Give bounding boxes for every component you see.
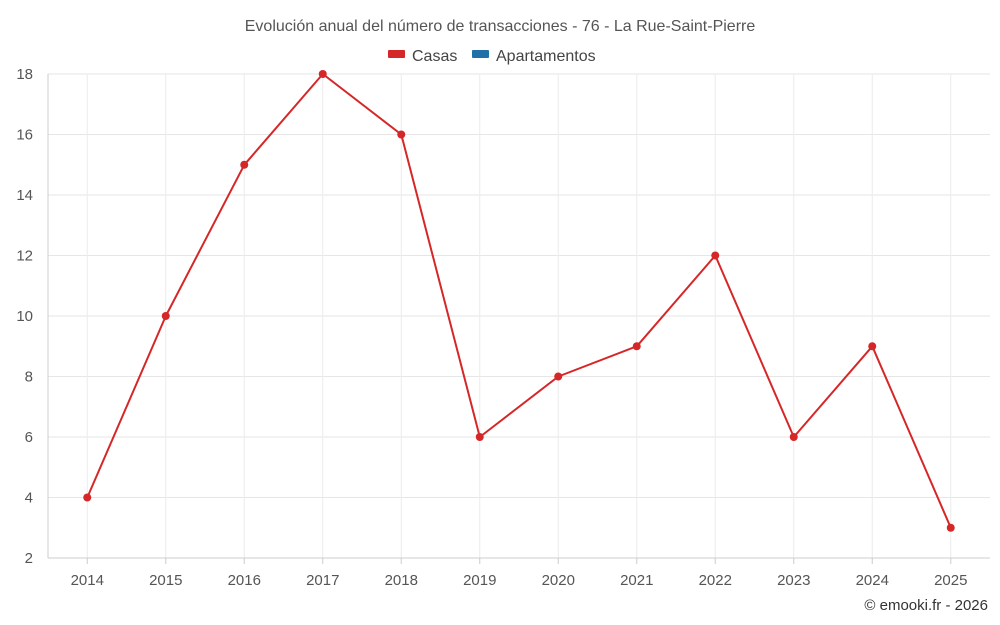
data-point-2018[interactable] xyxy=(397,130,406,139)
x-tick-label: 2016 xyxy=(228,572,261,589)
legend-label-casas: Casas xyxy=(412,48,457,65)
y-tick-label: 10 xyxy=(16,308,33,325)
y-tick-label: 8 xyxy=(25,369,33,386)
x-tick-label: 2019 xyxy=(463,572,496,589)
legend-item-apartamentos[interactable]: Apartamentos xyxy=(472,48,596,65)
y-tick-label: 18 xyxy=(16,66,33,83)
x-tick-label: 2022 xyxy=(699,572,732,589)
x-tick-label: 2021 xyxy=(620,572,653,589)
chart-title: Evolución anual del número de transaccio… xyxy=(245,18,756,35)
legend-label-apartamentos: Apartamentos xyxy=(496,48,596,65)
data-point-2015[interactable] xyxy=(161,312,170,320)
gridlines xyxy=(48,73,990,559)
data-point-2014[interactable] xyxy=(83,493,92,502)
x-tick-label: 2025 xyxy=(934,572,967,589)
data-point-2017[interactable] xyxy=(318,70,327,78)
data-point-2022[interactable] xyxy=(711,251,720,260)
y-tick-label: 12 xyxy=(16,248,33,265)
x-tick-label: 2017 xyxy=(306,572,339,589)
y-tick-label: 6 xyxy=(25,429,33,446)
axes xyxy=(47,74,990,559)
legend: Casas Apartamentos xyxy=(388,48,596,65)
data-point-2016[interactable] xyxy=(240,160,249,169)
x-axis-ticks: 2014 2015 2016 2017 2018 2019 2020 2021 2022 2023… xyxy=(71,558,967,589)
data-point-2021[interactable] xyxy=(632,342,641,351)
data-point-2024[interactable] xyxy=(868,342,877,351)
data-point-2023[interactable] xyxy=(789,433,798,441)
y-tick-label: 16 xyxy=(16,127,33,144)
y-tick-label: 14 xyxy=(16,187,33,204)
y-tick-label: 4 xyxy=(25,490,33,507)
x-tick-label: 2020 xyxy=(542,572,575,589)
legend-swatch-casas xyxy=(388,50,405,58)
y-axis-ticks: 2 4 6 8 10 12 14 16 18 xyxy=(16,66,33,567)
series-casas xyxy=(83,70,955,532)
series-line-casas xyxy=(86,73,952,529)
data-point-2025[interactable] xyxy=(946,523,955,532)
y-tick-label: 2 xyxy=(25,550,33,567)
credit-text: © emooki.fr - 2026 xyxy=(864,597,988,614)
data-point-2019[interactable] xyxy=(475,433,484,441)
x-tick-label: 2023 xyxy=(777,572,810,589)
data-point-2020[interactable] xyxy=(554,372,563,381)
x-tick-label: 2015 xyxy=(149,572,182,589)
x-tick-label: 2018 xyxy=(385,572,418,589)
legend-item-casas[interactable]: Casas xyxy=(388,48,457,65)
x-tick-label: 2014 xyxy=(71,572,104,589)
legend-swatch-apartamentos xyxy=(472,50,489,58)
x-tick-label: 2024 xyxy=(856,572,889,589)
